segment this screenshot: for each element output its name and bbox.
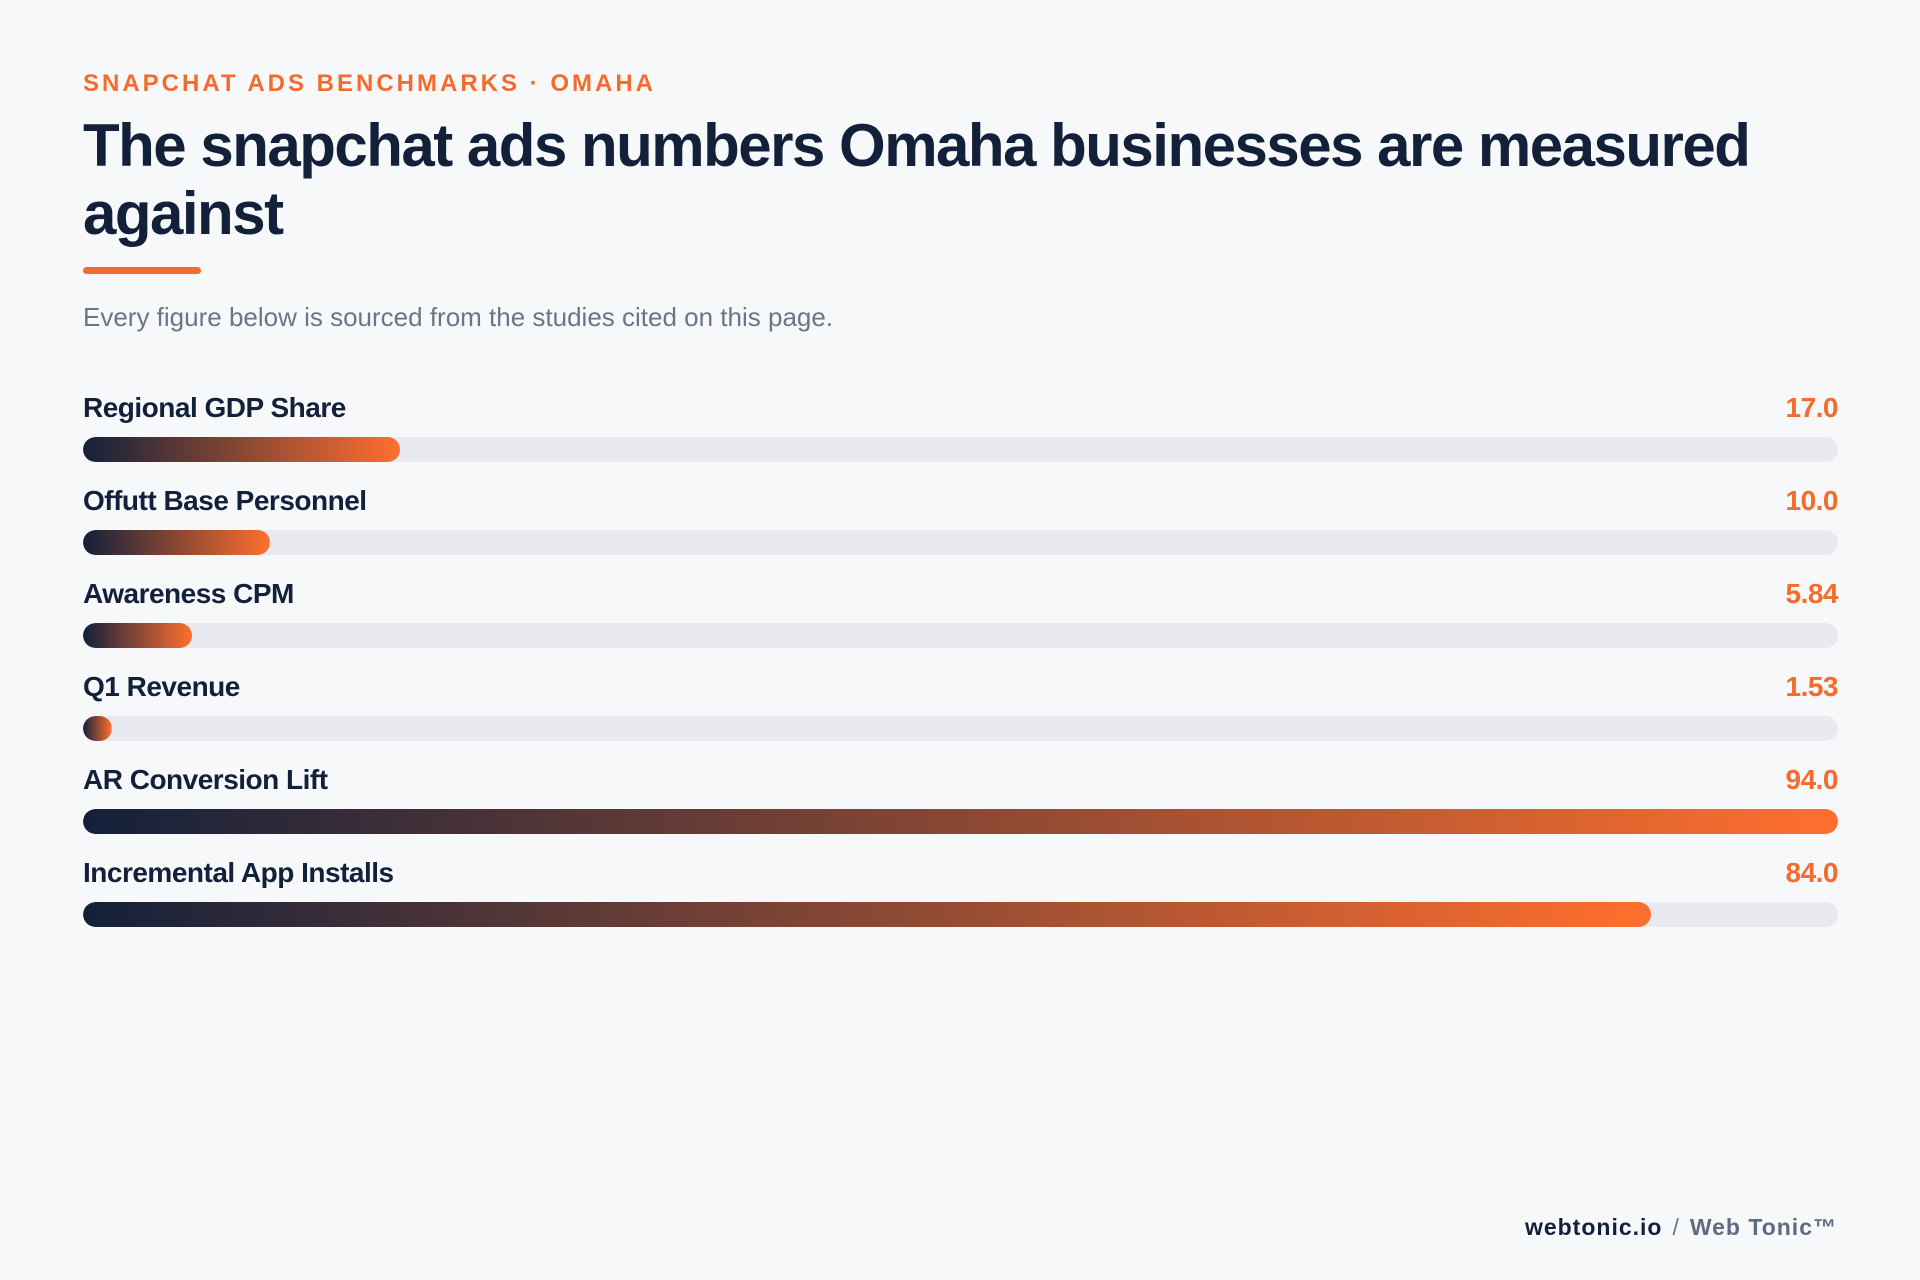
bar-track [83,623,1838,648]
bar-fill [83,809,1838,834]
bar-value-label: 17.0 [1785,392,1839,423]
bar-fill [83,716,112,741]
footer-credit: webtonic.io / Web Tonic™ [1525,1214,1837,1241]
bar-track [83,716,1838,741]
bar-fill [83,623,193,648]
bar-row: AR Conversion Lift 94.0 [83,764,1838,857]
page-subtitle: Every figure below is sourced from the s… [83,302,834,332]
bar-row: Offutt Base Personnel 10.0 [83,485,1838,578]
bar-label: Offutt Base Personnel [83,485,367,516]
bar-track [83,902,1838,927]
bar-row: Incremental App Installs 84.0 [83,857,1838,950]
bar-label: AR Conversion Lift [83,764,328,795]
bar-fill [83,437,401,462]
bar-value-label: 1.53 [1785,671,1839,702]
page-title: The snapchat ads numbers Omaha businesse… [83,112,1751,247]
bar-chart: Regional GDP Share 17.0 Offutt Base Person… [83,392,1838,950]
bar-track [83,530,1838,555]
bar-fill [83,530,270,555]
bar-label: Awareness CPM [83,578,294,609]
footer-separator: / [1672,1214,1680,1240]
bar-row: Awareness CPM 5.84 [83,578,1838,671]
bar-label: Incremental App Installs [83,857,394,888]
bar-label: Regional GDP Share [83,392,346,423]
bar-row: Q1 Revenue 1.53 [83,671,1838,764]
bar-fill [83,902,1652,927]
footer-domain: webtonic.io [1524,1214,1663,1240]
eyebrow-label: SNAPCHAT ADS BENCHMARKS · OMAHA [83,70,656,97]
title-underline-accent [83,267,201,274]
bar-value-label: 5.84 [1785,578,1839,609]
bar-value-label: 94.0 [1785,764,1839,795]
bar-track [83,437,1838,462]
bar-label: Q1 Revenue [83,671,240,702]
bar-track [83,809,1838,834]
footer-brand: Web Tonic™ [1689,1214,1837,1240]
bar-value-label: 84.0 [1785,857,1839,888]
bar-row: Regional GDP Share 17.0 [83,392,1838,485]
bar-value-label: 10.0 [1785,485,1839,516]
